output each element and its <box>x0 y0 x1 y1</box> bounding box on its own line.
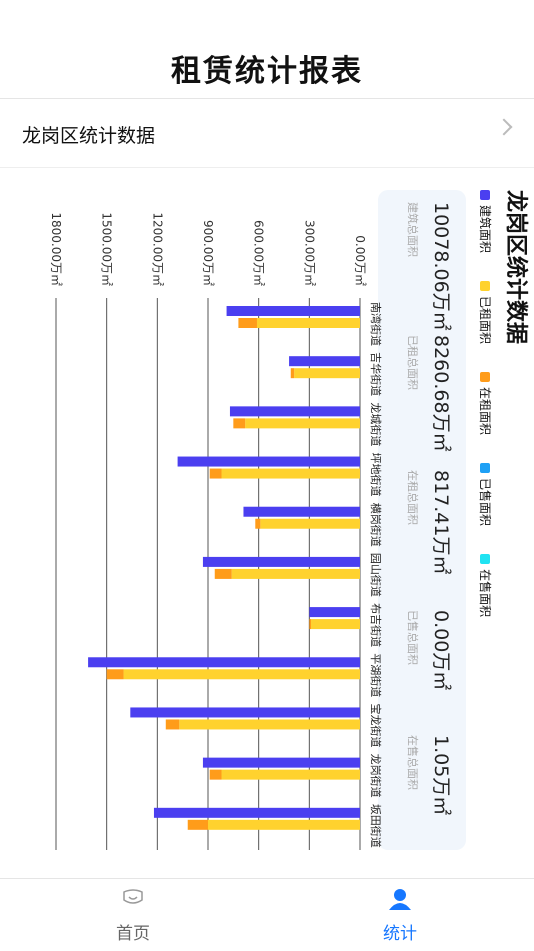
bar-building-area[interactable] <box>177 456 360 467</box>
category-label: 坪地街道 <box>369 453 383 497</box>
chart-legend: 建筑面积 已租面积 在租面积 已售面积 在售面积 <box>477 190 494 617</box>
legend-item[interactable]: 已租面积 <box>477 281 494 344</box>
tick-label: 1800.00万㎡ <box>49 212 63 286</box>
bar-renting-area[interactable] <box>165 719 180 730</box>
bar-renting-area[interactable] <box>187 819 208 830</box>
legend-swatch-rented <box>480 281 491 292</box>
tick-label: 300.00万㎡ <box>302 220 316 286</box>
tab-home[interactable]: 首页 <box>73 887 193 944</box>
stat-label: 在售总面积 <box>406 735 419 790</box>
stats-panel: 龙岗区统计数据 建筑面积 已租面积 在租面积 已售面积 在售面积 10078.0… <box>34 190 534 850</box>
stat-total-building: 10078.06万㎡ 建筑总面积 <box>405 202 456 332</box>
page-title: 租赁统计报表 <box>171 54 363 89</box>
stat-label: 已售总面积 <box>406 610 419 665</box>
category-label: 布吉街道 <box>369 603 383 647</box>
stat-value: 8260.68万㎡ <box>430 335 452 452</box>
bar-building-area[interactable] <box>309 607 360 618</box>
bar-rented-area[interactable] <box>294 368 360 379</box>
legend-label: 在租面积 <box>478 387 492 436</box>
tick-label: 1200.00万㎡ <box>150 212 164 286</box>
tab-stats[interactable]: 统计 <box>340 887 460 944</box>
district-label: 龙岗区统计数据 <box>22 125 156 147</box>
legend-swatch-selling <box>480 554 491 565</box>
category-label: 园山街道 <box>369 553 383 597</box>
category-label: 坂田街道 <box>369 804 383 848</box>
category-label: 南湾街道 <box>369 302 383 346</box>
bar-renting-area[interactable] <box>255 518 261 529</box>
bar-renting-area[interactable] <box>290 368 295 379</box>
bar-rented-area[interactable] <box>123 669 360 680</box>
category-label: 吉华街道 <box>369 352 383 396</box>
district-selector[interactable]: 龙岗区统计数据 <box>0 99 534 168</box>
home-icon <box>73 887 193 911</box>
bar-renting-area[interactable] <box>214 568 232 579</box>
bar-building-area[interactable] <box>153 807 360 818</box>
top-bar: 租赁统计报表 <box>0 0 534 99</box>
bar-renting-area[interactable] <box>309 619 312 630</box>
tick-label: 0.00万㎡ <box>353 235 367 286</box>
stat-label: 在租总面积 <box>406 470 419 525</box>
bar-building-area[interactable] <box>202 556 360 567</box>
stat-total-renting: 817.41万㎡ 在租总面积 <box>405 470 456 600</box>
stat-label: 建筑总面积 <box>406 202 419 257</box>
stat-total-rented: 8260.68万㎡ 已租总面积 <box>405 335 456 465</box>
bottom-tab-bar: 首页 统计 <box>0 878 534 951</box>
bar-chart: 0.00万㎡ 300.00万㎡ 600.00万㎡ 900.00万㎡ 1200.00万㎡ 1… <box>49 212 383 850</box>
bar-rented-area[interactable] <box>311 619 360 630</box>
bar-rented-area[interactable] <box>231 568 360 579</box>
legend-swatch-renting <box>480 372 491 383</box>
legend-item[interactable]: 已售面积 <box>477 463 494 526</box>
stat-label: 已租总面积 <box>406 335 419 390</box>
category-label: 横岗街道 <box>369 503 383 547</box>
bar-rented-area[interactable] <box>221 468 360 479</box>
legend-label: 已售面积 <box>478 478 492 527</box>
bar-rented-area[interactable] <box>208 819 360 830</box>
bar-renting-area[interactable] <box>209 468 222 479</box>
bar-building-area[interactable] <box>88 657 360 668</box>
tick-label: 600.00万㎡ <box>252 220 266 286</box>
bar-building-area[interactable] <box>289 356 360 367</box>
user-icon <box>340 887 460 911</box>
bar-rented-area[interactable] <box>256 318 360 328</box>
bar-building-area[interactable] <box>130 707 360 718</box>
category-label: 龙城街道 <box>369 402 383 446</box>
legend-label: 已租面积 <box>478 296 492 345</box>
tick-label: 900.00万㎡ <box>201 220 215 286</box>
legend-label: 建筑面积 <box>478 205 492 254</box>
bar-building-area[interactable] <box>243 506 360 517</box>
bar-rented-area[interactable] <box>179 719 360 730</box>
category-label: 宝龙街道 <box>369 703 383 747</box>
bar-rented-area[interactable] <box>221 769 360 780</box>
bar-renting-area[interactable] <box>106 669 124 680</box>
tab-label: 统计 <box>383 924 417 944</box>
legend-item[interactable]: 在售面积 <box>477 554 494 617</box>
panel-title: 龙岗区统计数据 <box>503 190 528 345</box>
legend-swatch-build <box>480 190 491 200</box>
legend-item[interactable]: 在租面积 <box>477 372 494 435</box>
bar-renting-area[interactable] <box>238 318 257 328</box>
category-label: 平湖街道 <box>369 653 383 697</box>
stat-value: 10078.06万㎡ <box>430 202 452 331</box>
stat-total-selling: 1.05万㎡ 在售总面积 <box>405 735 456 865</box>
tab-label: 首页 <box>116 924 150 944</box>
bar-rented-area[interactable] <box>260 518 360 529</box>
bar-renting-area[interactable] <box>233 418 246 429</box>
legend-label: 在售面积 <box>478 569 492 618</box>
bar-building-area[interactable] <box>229 406 360 417</box>
stat-total-sold: 0.00万㎡ 已售总面积 <box>405 610 456 740</box>
bar-rented-area[interactable] <box>245 418 360 429</box>
bar-building-area[interactable] <box>226 306 360 316</box>
bar-building-area[interactable] <box>202 757 360 768</box>
chevron-right-icon <box>495 118 513 136</box>
legend-swatch-sold <box>480 463 491 474</box>
category-label: 龙岗街道 <box>369 754 383 798</box>
tick-label: 1500.00万㎡ <box>100 212 114 286</box>
stat-value: 817.41万㎡ <box>430 470 452 575</box>
stat-value: 1.05万㎡ <box>430 735 452 816</box>
stat-value: 0.00万㎡ <box>430 610 452 691</box>
bar-renting-area[interactable] <box>209 769 222 780</box>
legend-item[interactable]: 建筑面积 <box>477 190 494 253</box>
